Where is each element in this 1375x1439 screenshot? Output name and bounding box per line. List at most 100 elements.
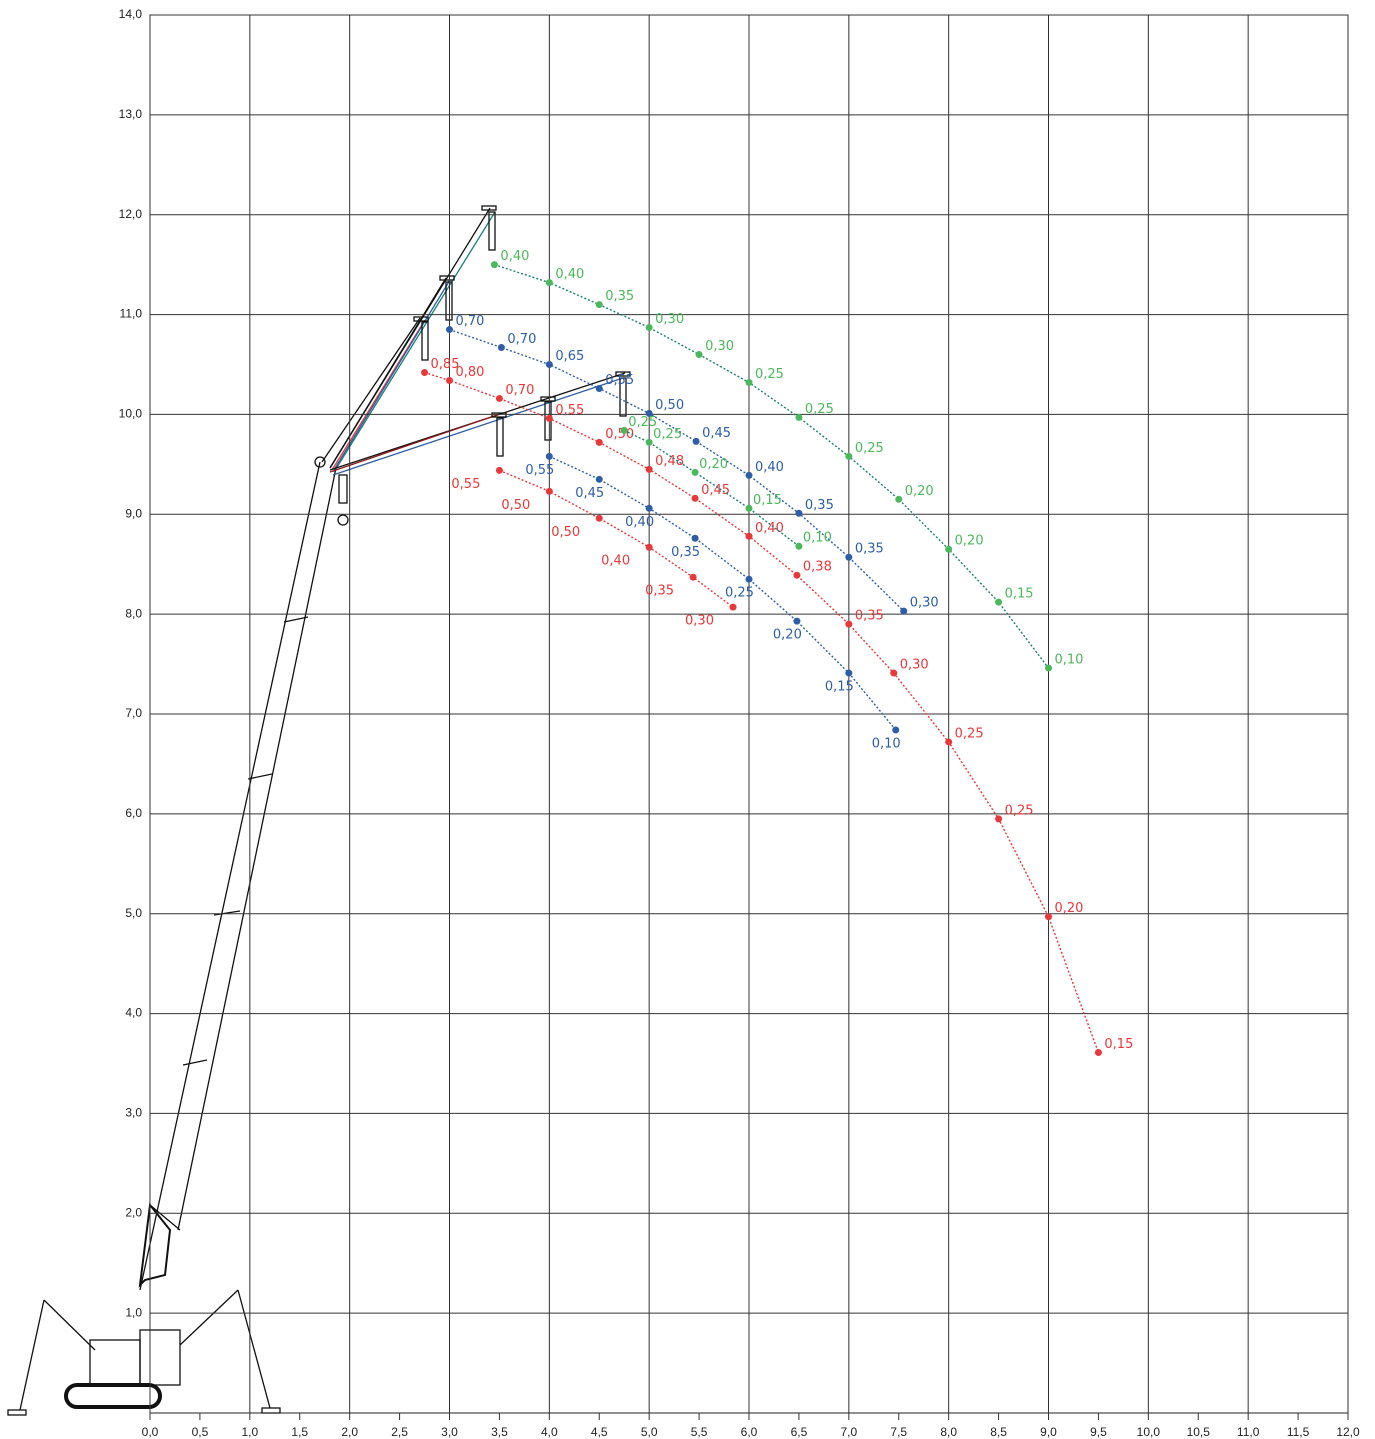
x-tick-label: 6,0 bbox=[741, 1425, 758, 1439]
load-label: 0,30 bbox=[910, 596, 939, 611]
load-label: 0,25 bbox=[755, 367, 784, 382]
load-label: 0,25 bbox=[805, 402, 834, 417]
load-label: 0,25 bbox=[653, 427, 682, 442]
load-curve bbox=[499, 469, 734, 608]
load-label: 0,15 bbox=[825, 680, 854, 695]
load-point bbox=[595, 301, 603, 309]
load-point bbox=[545, 452, 553, 460]
y-tick-label: 2,0 bbox=[125, 1205, 142, 1219]
load-point bbox=[745, 471, 753, 479]
y-tick-label: 8,0 bbox=[125, 606, 142, 620]
y-tick-label: 5,0 bbox=[125, 906, 142, 920]
load-point bbox=[495, 466, 503, 474]
load-point bbox=[745, 378, 753, 386]
x-tick-label: 4,5 bbox=[591, 1425, 608, 1439]
load-point bbox=[595, 475, 603, 483]
y-tick-label: 4,0 bbox=[125, 1006, 142, 1020]
load-label: 0,45 bbox=[701, 483, 730, 498]
x-tick-label: 9,0 bbox=[1040, 1425, 1057, 1439]
load-label: 0,70 bbox=[505, 383, 534, 398]
load-point bbox=[945, 545, 953, 553]
load-point bbox=[490, 261, 498, 269]
x-tick-label: 10,5 bbox=[1187, 1425, 1211, 1439]
load-label: 0,10 bbox=[1055, 653, 1084, 668]
load-label: 0,30 bbox=[900, 658, 929, 673]
x-tick-label: 3,5 bbox=[491, 1425, 508, 1439]
load-label: 0,15 bbox=[1005, 587, 1034, 602]
load-point bbox=[545, 414, 553, 422]
crane-drawing bbox=[7, 205, 631, 1416]
load-label: 0,25 bbox=[855, 441, 884, 456]
load-point bbox=[595, 438, 603, 446]
x-tick-label: 8,5 bbox=[990, 1425, 1007, 1439]
load-point bbox=[845, 669, 853, 677]
load-label: 0,38 bbox=[803, 560, 832, 575]
y-tick-label: 7,0 bbox=[125, 706, 142, 720]
load-label: 0,25 bbox=[628, 415, 657, 430]
load-point bbox=[895, 495, 903, 503]
load-label: 0,20 bbox=[955, 534, 984, 549]
load-label: 0,50 bbox=[501, 498, 530, 513]
load-point bbox=[645, 324, 653, 332]
load-point bbox=[620, 426, 628, 434]
load-label: 0,80 bbox=[456, 365, 485, 380]
load-label: 0,45 bbox=[575, 486, 604, 501]
load-point bbox=[795, 413, 803, 421]
x-tick-label: 10,0 bbox=[1137, 1425, 1161, 1439]
x-tick-label: 11,0 bbox=[1237, 1425, 1260, 1439]
load-point bbox=[595, 514, 603, 522]
load-point bbox=[691, 468, 699, 476]
load-curve bbox=[623, 429, 800, 547]
load-point bbox=[695, 351, 703, 359]
load-label: 0,10 bbox=[803, 531, 832, 546]
load-point bbox=[446, 326, 453, 334]
load-point bbox=[497, 344, 505, 352]
load-label: 0,15 bbox=[1104, 1037, 1133, 1052]
load-label: 0,50 bbox=[655, 398, 684, 413]
y-tick-label: 13,0 bbox=[119, 107, 143, 121]
load-label: 0,55 bbox=[555, 403, 584, 418]
load-point bbox=[995, 815, 1003, 823]
load-label: 0,55 bbox=[451, 477, 480, 492]
load-label: 0,55 bbox=[605, 373, 634, 388]
load-point bbox=[745, 504, 753, 512]
load-label: 0,45 bbox=[702, 426, 731, 441]
load-point bbox=[845, 452, 853, 460]
x-tick-label: 2,0 bbox=[341, 1425, 358, 1439]
load-point bbox=[729, 603, 737, 611]
x-tick-label: 7,0 bbox=[840, 1425, 857, 1439]
x-tick-label: 12,0 bbox=[1336, 1425, 1360, 1439]
load-point bbox=[645, 465, 653, 473]
load-label: 0,30 bbox=[705, 339, 734, 354]
load-point bbox=[691, 494, 699, 502]
load-point bbox=[692, 437, 700, 445]
x-tick-label: 0,0 bbox=[142, 1425, 159, 1439]
load-point bbox=[795, 542, 803, 550]
load-label: 0,15 bbox=[753, 493, 782, 508]
x-tick-label: 5,5 bbox=[691, 1425, 708, 1439]
y-tick-label: 1,0 bbox=[125, 1305, 142, 1319]
load-point bbox=[745, 575, 753, 583]
y-tick-label: 6,0 bbox=[125, 806, 142, 820]
load-label: 0,35 bbox=[605, 289, 634, 304]
load-label: 0,70 bbox=[456, 314, 485, 329]
x-tick-label: 1,0 bbox=[241, 1425, 258, 1439]
load-point bbox=[545, 487, 553, 495]
load-label: 0,50 bbox=[551, 525, 580, 540]
load-point bbox=[845, 553, 853, 561]
load-label: 0,70 bbox=[507, 332, 536, 347]
load-label: 0,55 bbox=[525, 463, 554, 478]
x-tick-label: 11,5 bbox=[1287, 1425, 1310, 1439]
load-point bbox=[892, 726, 900, 734]
x-tick-label: 1,5 bbox=[291, 1425, 308, 1439]
load-point bbox=[645, 409, 653, 417]
load-point bbox=[645, 504, 653, 512]
load-label: 0,30 bbox=[655, 312, 684, 327]
load-label: 0,25 bbox=[955, 726, 984, 741]
load-label: 0,40 bbox=[601, 554, 630, 569]
x-tick-label: 3,0 bbox=[441, 1425, 458, 1439]
load-point bbox=[745, 532, 753, 540]
x-tick-label: 5,0 bbox=[641, 1425, 658, 1439]
